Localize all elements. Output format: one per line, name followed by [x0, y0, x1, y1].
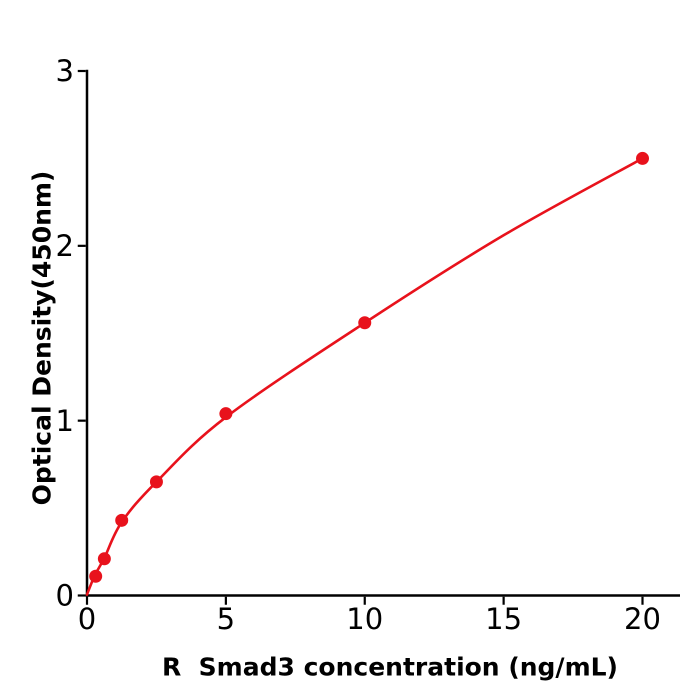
data-point-marker	[219, 407, 233, 421]
x-axis-title: R Smad3 concentration (ng/mL)	[162, 652, 618, 682]
y-tick-label: 1	[56, 404, 74, 438]
data-point-marker	[358, 316, 372, 330]
x-tick-label: 5	[217, 602, 235, 636]
x-tick-label: 10	[346, 602, 383, 636]
data-point-marker	[97, 552, 111, 566]
y-tick-label: 2	[56, 229, 74, 263]
y-axis-title: Optical Density(450nm)	[27, 170, 57, 506]
data-point-marker	[115, 513, 129, 527]
y-tick-label: 3	[56, 54, 74, 88]
y-tick-label: 0	[56, 579, 74, 613]
x-tick-label: 15	[485, 602, 522, 636]
x-tick-label: 20	[624, 602, 661, 636]
data-point-marker	[89, 569, 103, 583]
data-point-marker	[636, 151, 650, 165]
fit-curve-line	[85, 157, 644, 596]
x-tick-label: 0	[78, 602, 96, 636]
data-point-marker	[149, 475, 163, 489]
